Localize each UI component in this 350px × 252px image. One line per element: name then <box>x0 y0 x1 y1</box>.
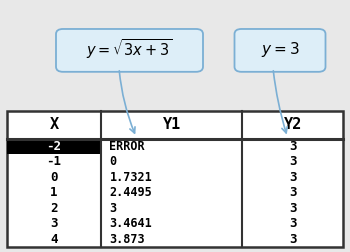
Text: 4: 4 <box>50 233 58 246</box>
Text: 3.4641: 3.4641 <box>110 217 152 230</box>
Text: -1: -1 <box>47 155 62 168</box>
Text: X: X <box>49 117 58 132</box>
Text: 3: 3 <box>289 186 296 199</box>
Text: 0: 0 <box>50 171 58 184</box>
Text: 3: 3 <box>289 171 296 184</box>
Text: 3: 3 <box>110 202 117 215</box>
Text: Y1: Y1 <box>162 117 181 132</box>
Text: 1: 1 <box>50 186 58 199</box>
Text: 3: 3 <box>50 217 58 230</box>
Text: 3.873: 3.873 <box>110 233 145 246</box>
Text: 2.4495: 2.4495 <box>110 186 152 199</box>
Text: $y = \sqrt{3x+3}$: $y = \sqrt{3x+3}$ <box>86 37 173 61</box>
FancyBboxPatch shape <box>7 111 343 247</box>
Text: -2: -2 <box>47 140 62 153</box>
Text: 3: 3 <box>289 217 296 230</box>
Text: 0: 0 <box>110 155 117 168</box>
Text: 2: 2 <box>50 202 58 215</box>
FancyBboxPatch shape <box>234 29 326 72</box>
Text: 1.7321: 1.7321 <box>110 171 152 184</box>
Text: 3: 3 <box>289 140 296 153</box>
Text: 3: 3 <box>289 233 296 246</box>
Text: 3: 3 <box>289 155 296 168</box>
Text: ERROR: ERROR <box>110 140 145 153</box>
FancyBboxPatch shape <box>56 29 203 72</box>
Text: $y = 3$: $y = 3$ <box>261 40 299 59</box>
Text: Y2: Y2 <box>284 117 302 132</box>
FancyBboxPatch shape <box>7 139 101 154</box>
Text: 3: 3 <box>289 202 296 215</box>
